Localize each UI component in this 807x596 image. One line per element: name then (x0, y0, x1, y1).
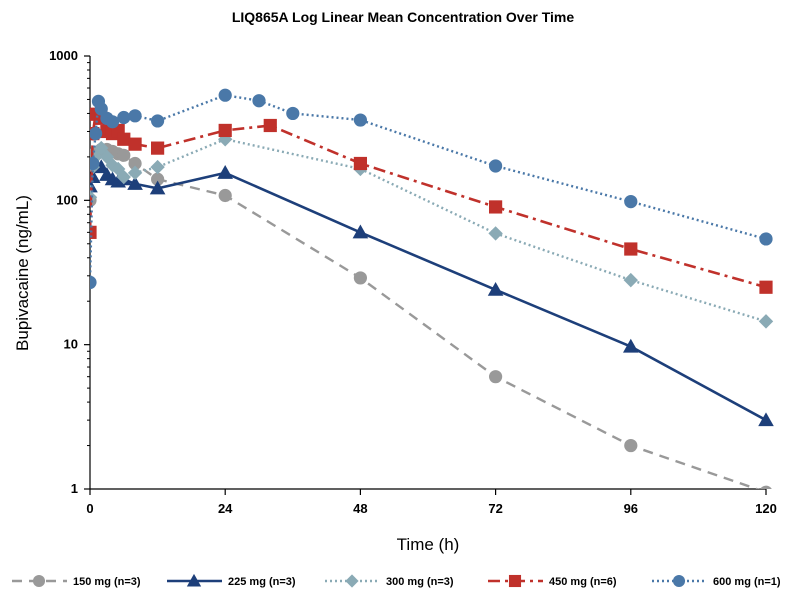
data-point (217, 165, 233, 179)
y-tick-label: 1 (71, 481, 78, 496)
data-point (623, 272, 638, 288)
x-tick-label: 96 (624, 501, 638, 516)
series-5 (90, 88, 773, 290)
x-tick-label: 120 (755, 501, 777, 516)
data-point (353, 271, 367, 285)
axes: 1 10 100 1000 0 24 48 72 96 120 (49, 48, 777, 516)
legend-item: 225 mg (n=3) (167, 573, 296, 588)
legend-label: 600 mg (n=1) (713, 576, 781, 588)
legend-item: 450 mg (n=6) (488, 574, 617, 588)
data-point (624, 242, 638, 256)
data-point (90, 156, 100, 171)
data-point (352, 224, 369, 239)
legend: 150 mg (n=3) 225 mg (n=3) 300 mg (n=3) 450 … (12, 573, 781, 588)
data-point (117, 148, 131, 162)
y-axis-label: Bupivacaine (ng/mL) (13, 195, 32, 351)
data-point (218, 88, 232, 102)
data-point (150, 159, 165, 175)
legend-label: 450 mg (n=6) (549, 576, 617, 588)
data-point (624, 438, 638, 453)
legend-item: 150 mg (n=3) (12, 574, 141, 588)
x-tick-label: 48 (353, 501, 367, 516)
data-point (127, 165, 143, 181)
data-point (487, 281, 504, 296)
data-point (758, 314, 774, 329)
data-point (218, 188, 232, 203)
data-point (128, 156, 142, 171)
data-point (353, 156, 367, 171)
data-point (117, 110, 131, 125)
x-tick-label: 0 (86, 501, 93, 516)
series-layer (90, 88, 774, 489)
legend-label: 150 mg (n=3) (73, 576, 141, 588)
data-point (151, 141, 165, 155)
series-line (90, 94, 767, 283)
data-point (117, 132, 131, 146)
series-2 (90, 157, 774, 427)
chart-title: LIQ865A Log Linear Mean Concentration Ov… (232, 9, 575, 25)
legend-marker (672, 574, 686, 588)
y-tick-label: 1000 (49, 48, 78, 63)
data-point (624, 194, 638, 209)
data-point (759, 280, 773, 294)
data-point (127, 176, 143, 190)
data-point (353, 113, 367, 127)
data-point (760, 485, 772, 489)
data-point (759, 232, 773, 246)
legend-marker (186, 573, 202, 587)
x-tick-label: 72 (488, 501, 502, 516)
x-tick-label: 24 (218, 501, 233, 516)
legend-label: 300 mg (n=3) (386, 576, 454, 588)
x-axis-label: Time (h) (397, 535, 460, 554)
data-point (758, 412, 774, 427)
data-point (149, 180, 166, 195)
data-point (128, 137, 142, 151)
data-point (116, 169, 131, 185)
y-tick-label: 100 (56, 192, 78, 207)
data-point (489, 159, 503, 173)
data-point (263, 118, 277, 133)
data-point (286, 106, 300, 121)
data-point (252, 94, 266, 108)
series-3 (90, 132, 774, 329)
legend-item: 600 mg (n=1) (652, 574, 781, 588)
data-point (218, 123, 232, 138)
data-point (128, 109, 142, 123)
legend-label: 225 mg (n=3) (228, 576, 296, 588)
data-point (105, 115, 120, 129)
data-point (90, 225, 97, 239)
data-point (90, 126, 103, 141)
data-point (623, 338, 639, 353)
data-point (110, 161, 126, 177)
series-line (90, 164, 767, 422)
legend-marker (345, 574, 359, 588)
data-point (99, 149, 115, 165)
series-1 (90, 142, 772, 489)
series-line (90, 148, 761, 489)
legend-item: 300 mg (n=3) (325, 574, 454, 588)
legend-marker (508, 574, 522, 588)
y-tick-label: 10 (64, 337, 78, 352)
legend-marker (32, 574, 46, 588)
data-point (489, 370, 503, 384)
data-point (488, 226, 503, 241)
series-line (90, 138, 767, 323)
data-point (151, 114, 165, 128)
data-point (489, 200, 503, 214)
data-point (90, 275, 97, 290)
data-point (151, 172, 165, 186)
